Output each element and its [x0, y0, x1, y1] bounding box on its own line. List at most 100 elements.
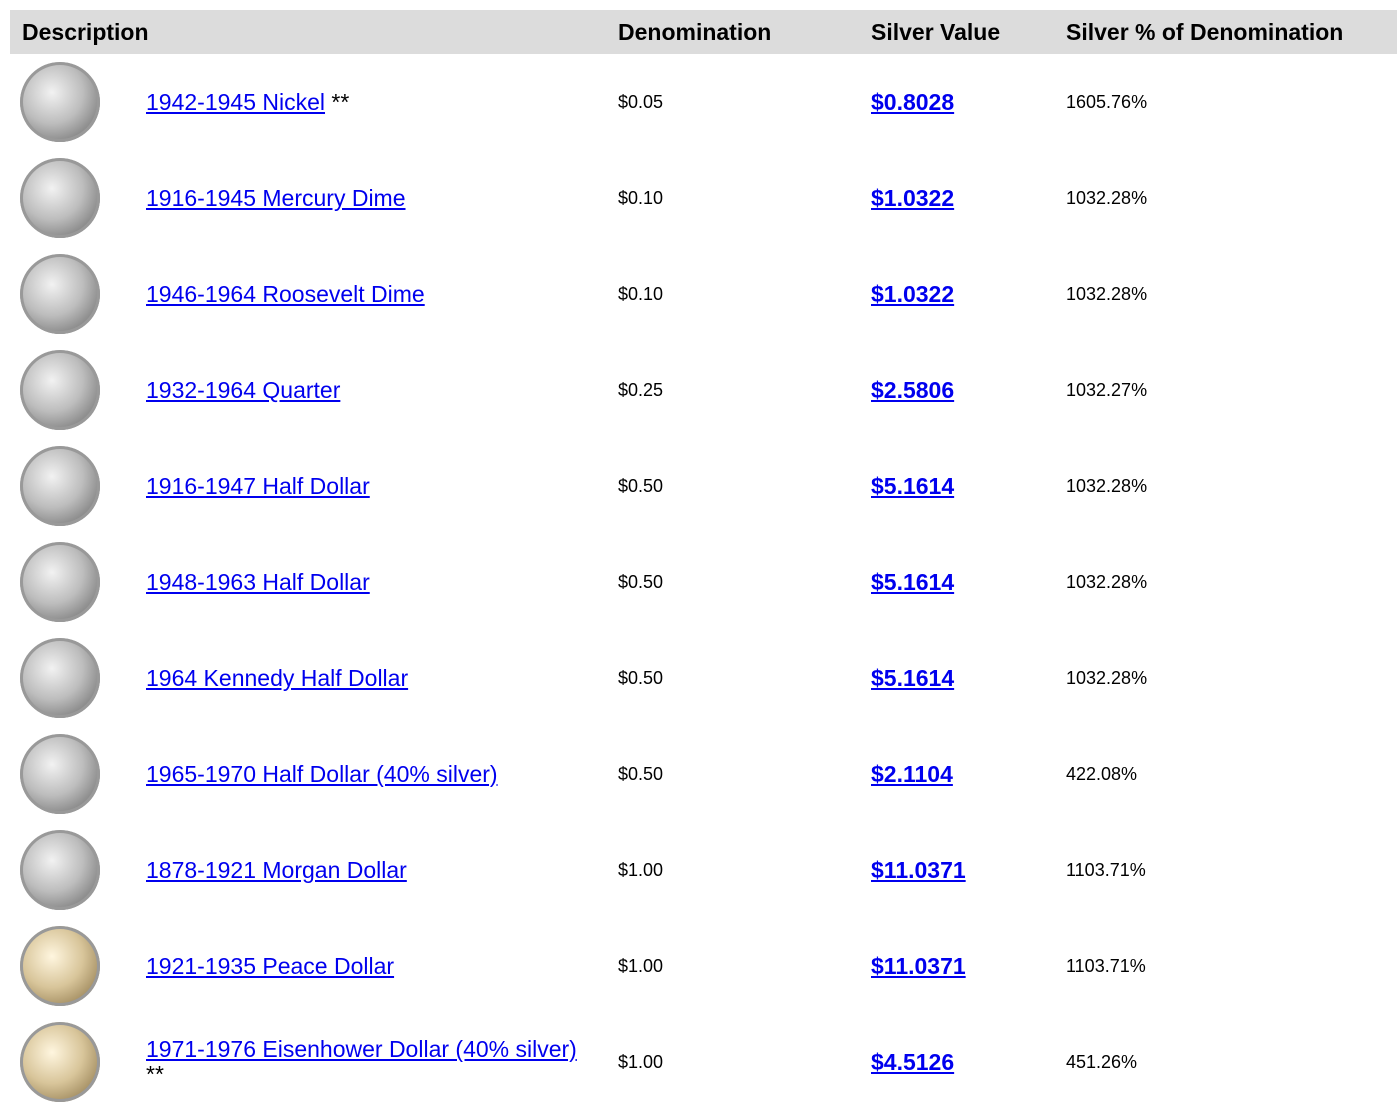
denomination-cell: $1.00	[615, 918, 868, 1014]
silver-value-cell: $1.0322	[868, 246, 1063, 342]
silver-value-link[interactable]: $11.0371	[871, 953, 966, 979]
description-cell: 1964 Kennedy Half Dollar	[146, 630, 615, 726]
coin-image	[20, 638, 100, 718]
silver-value-cell: $0.8028	[868, 54, 1063, 150]
coin-image	[20, 254, 100, 334]
silver-percent-cell: 422.08%	[1063, 726, 1397, 822]
coin-link[interactable]: 1878-1921 Morgan Dollar	[146, 857, 407, 883]
coin-link[interactable]: 1971-1976 Eisenhower Dollar (40% silver)	[146, 1036, 577, 1062]
silver-value-cell: $5.1614	[868, 438, 1063, 534]
silver-value-cell: $5.1614	[868, 630, 1063, 726]
coin-image	[20, 734, 100, 814]
silver-percent-cell: 1032.27%	[1063, 342, 1397, 438]
silver-percent-cell: 1605.76%	[1063, 54, 1397, 150]
silver-percent-cell: 1032.28%	[1063, 246, 1397, 342]
coin-link[interactable]: 1932-1964 Quarter	[146, 377, 340, 403]
header-cell: Silver % of Denomination	[1063, 10, 1397, 54]
page: Description Denomination Silver Value Si…	[0, 0, 1397, 1094]
coin-link[interactable]: 1946-1964 Roosevelt Dime	[146, 281, 425, 307]
silver-value-link[interactable]: $4.5126	[871, 1049, 954, 1075]
denomination-cell: $0.50	[615, 726, 868, 822]
denomination-cell: $0.10	[615, 150, 868, 246]
coin-cell	[10, 246, 146, 342]
silver-percent-cell: 1103.71%	[1063, 918, 1397, 1014]
silver-percent-cell: 1032.28%	[1063, 150, 1397, 246]
coin-link[interactable]: 1921-1935 Peace Dollar	[146, 953, 394, 979]
table-row: 1916-1945 Mercury Dime $0.10$1.0322 1032.2…	[10, 150, 1397, 246]
description-cell: 1916-1947 Half Dollar	[146, 438, 615, 534]
denomination-cell: $1.00	[615, 1014, 868, 1110]
coin-link[interactable]: 1916-1945 Mercury Dime	[146, 185, 406, 211]
description-cell: 1971-1976 Eisenhower Dollar (40% silver)…	[146, 1014, 615, 1110]
coin-image	[20, 446, 100, 526]
denomination-cell: $0.50	[615, 630, 868, 726]
header-cell: Description	[10, 10, 615, 54]
coin-cell	[10, 822, 146, 918]
coin-cell	[10, 726, 146, 822]
silver-value-link[interactable]: $1.0322	[871, 185, 954, 211]
coin-cell	[10, 630, 146, 726]
silver-value-link[interactable]: $11.0371	[871, 857, 966, 883]
description-cell: 1946-1964 Roosevelt Dime	[146, 246, 615, 342]
coin-cell	[10, 918, 146, 1014]
coin-link[interactable]: 1964 Kennedy Half Dollar	[146, 665, 408, 691]
header-cell: Silver Value	[868, 10, 1063, 54]
denomination-cell: $0.50	[615, 534, 868, 630]
coin-image	[20, 542, 100, 622]
footnote-mark: **	[331, 89, 349, 115]
silver-table: Description Denomination Silver Value Si…	[10, 10, 1397, 1110]
silver-value-link[interactable]: $2.1104	[871, 761, 953, 787]
coin-image	[20, 158, 100, 238]
footnote-mark: **	[146, 1061, 164, 1087]
description-cell: 1932-1964 Quarter	[146, 342, 615, 438]
silver-percent-cell: 1032.28%	[1063, 534, 1397, 630]
header-row: Description Denomination Silver Value Si…	[10, 10, 1397, 54]
silver-value-link[interactable]: $5.1614	[871, 665, 954, 691]
table-row: 1878-1921 Morgan Dollar $1.00$11.0371 1103…	[10, 822, 1397, 918]
silver-percent-cell: 451.26%	[1063, 1014, 1397, 1110]
silver-value-link[interactable]: $2.5806	[871, 377, 954, 403]
silver-value-cell: $11.0371	[868, 822, 1063, 918]
coin-cell	[10, 438, 146, 534]
denomination-cell: $0.10	[615, 246, 868, 342]
table-row: 1932-1964 Quarter $0.25$2.5806 1032.27%	[10, 342, 1397, 438]
coin-cell	[10, 342, 146, 438]
table-row: 1916-1947 Half Dollar $0.50$5.1614 1032.28…	[10, 438, 1397, 534]
coin-cell	[10, 534, 146, 630]
silver-percent-cell: 1103.71%	[1063, 822, 1397, 918]
silver-value-cell: $11.0371	[868, 918, 1063, 1014]
table-row: 1964 Kennedy Half Dollar $0.50$5.1614 1032…	[10, 630, 1397, 726]
description-cell: 1916-1945 Mercury Dime	[146, 150, 615, 246]
silver-value-link[interactable]: $0.8028	[871, 89, 954, 115]
silver-percent-cell: 1032.28%	[1063, 438, 1397, 534]
coin-image	[20, 1022, 100, 1102]
table-row: 1948-1963 Half Dollar $0.50$5.1614 1032.28…	[10, 534, 1397, 630]
coin-link[interactable]: 1916-1947 Half Dollar	[146, 473, 370, 499]
table-row: 1965-1970 Half Dollar (40% silver) $0.50$…	[10, 726, 1397, 822]
coin-cell	[10, 150, 146, 246]
coin-image	[20, 350, 100, 430]
coin-cell	[10, 1014, 146, 1110]
denomination-cell: $0.50	[615, 438, 868, 534]
table-row: 1946-1964 Roosevelt Dime $0.10$1.0322 1032…	[10, 246, 1397, 342]
coin-link[interactable]: 1942-1945 Nickel	[146, 89, 325, 115]
coin-link[interactable]: 1965-1970 Half Dollar (40% silver)	[146, 761, 498, 787]
coin-image	[20, 62, 100, 142]
description-cell: 1942-1945 Nickel **	[146, 54, 615, 150]
header-cell: Denomination	[615, 10, 868, 54]
denomination-cell: $1.00	[615, 822, 868, 918]
coin-image	[20, 926, 100, 1006]
silver-percent-cell: 1032.28%	[1063, 630, 1397, 726]
coin-link[interactable]: 1948-1963 Half Dollar	[146, 569, 370, 595]
silver-value-cell: $2.1104	[868, 726, 1063, 822]
description-cell: 1878-1921 Morgan Dollar	[146, 822, 615, 918]
silver-value-link[interactable]: $1.0322	[871, 281, 954, 307]
silver-value-link[interactable]: $5.1614	[871, 473, 954, 499]
coin-cell	[10, 54, 146, 150]
silver-value-link[interactable]: $5.1614	[871, 569, 954, 595]
denomination-cell: $0.25	[615, 342, 868, 438]
denomination-cell: $0.05	[615, 54, 868, 150]
silver-value-cell: $2.5806	[868, 342, 1063, 438]
description-cell: 1948-1963 Half Dollar	[146, 534, 615, 630]
